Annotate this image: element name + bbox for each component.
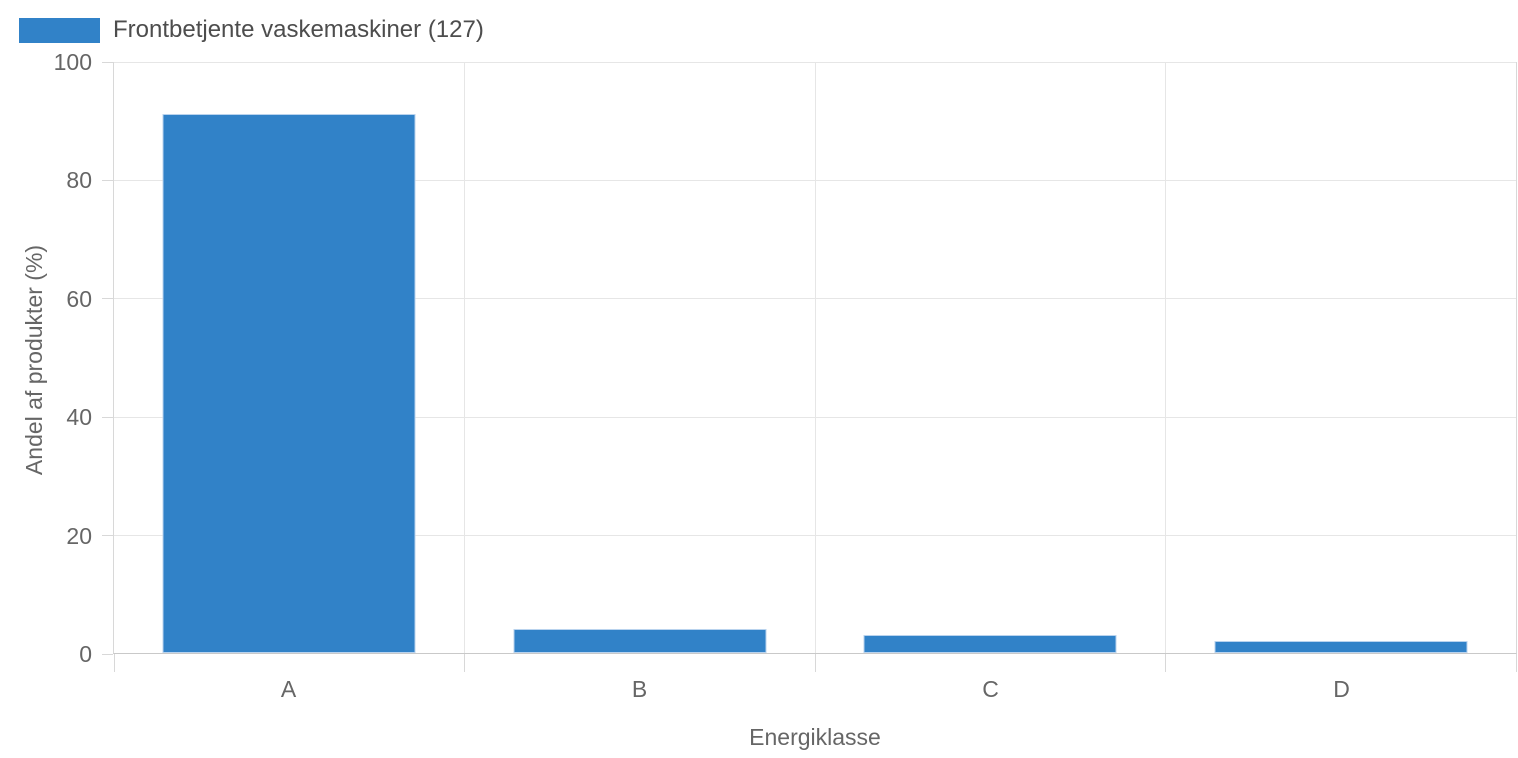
x-tick-label: C (982, 676, 999, 702)
y-tick-label: 0 (79, 641, 92, 667)
y-axis-tick-labels: 0 20 40 60 80 100 (0, 50, 92, 666)
x-axis-tick (464, 654, 465, 672)
bar-B[interactable] (513, 629, 767, 653)
x-axis-tick (1515, 654, 1517, 672)
y-axis-tick (102, 535, 113, 537)
y-tick-label: 100 (53, 49, 92, 75)
bar-C[interactable] (863, 635, 1117, 653)
x-axis-tick (113, 654, 115, 672)
y-axis-tick (102, 653, 113, 655)
x-axis-tick-labels: A B C D (113, 677, 1517, 703)
y-axis-tick (102, 298, 113, 300)
x-tick-label: D (1333, 676, 1350, 702)
legend-item[interactable]: Frontbetjente vaskemaskiner (127) (19, 17, 484, 43)
y-axis-tick (102, 179, 113, 181)
bar-D[interactable] (1214, 641, 1468, 653)
x-gridline (814, 62, 816, 653)
bar-A[interactable] (162, 114, 416, 653)
y-axis-tick (102, 416, 113, 418)
y-axis-tick (102, 61, 113, 63)
y-tick-label: 80 (66, 167, 92, 194)
x-tick-label: B (631, 676, 648, 702)
x-axis-title: Energiklasse (749, 724, 881, 750)
legend-swatch-icon (19, 17, 100, 43)
legend-label: Frontbetjente vaskemaskiner (127) (113, 16, 484, 43)
x-gridline (1165, 62, 1166, 653)
y-tick-label: 40 (66, 404, 92, 431)
x-axis-tick (1165, 654, 1166, 672)
y-tick-label: 20 (66, 522, 92, 549)
y-tick-label: 60 (66, 285, 92, 312)
plot-area (102, 61, 1517, 672)
x-axis-tick (814, 654, 816, 672)
x-gridline (464, 62, 465, 653)
x-tick-label: A (280, 676, 297, 702)
